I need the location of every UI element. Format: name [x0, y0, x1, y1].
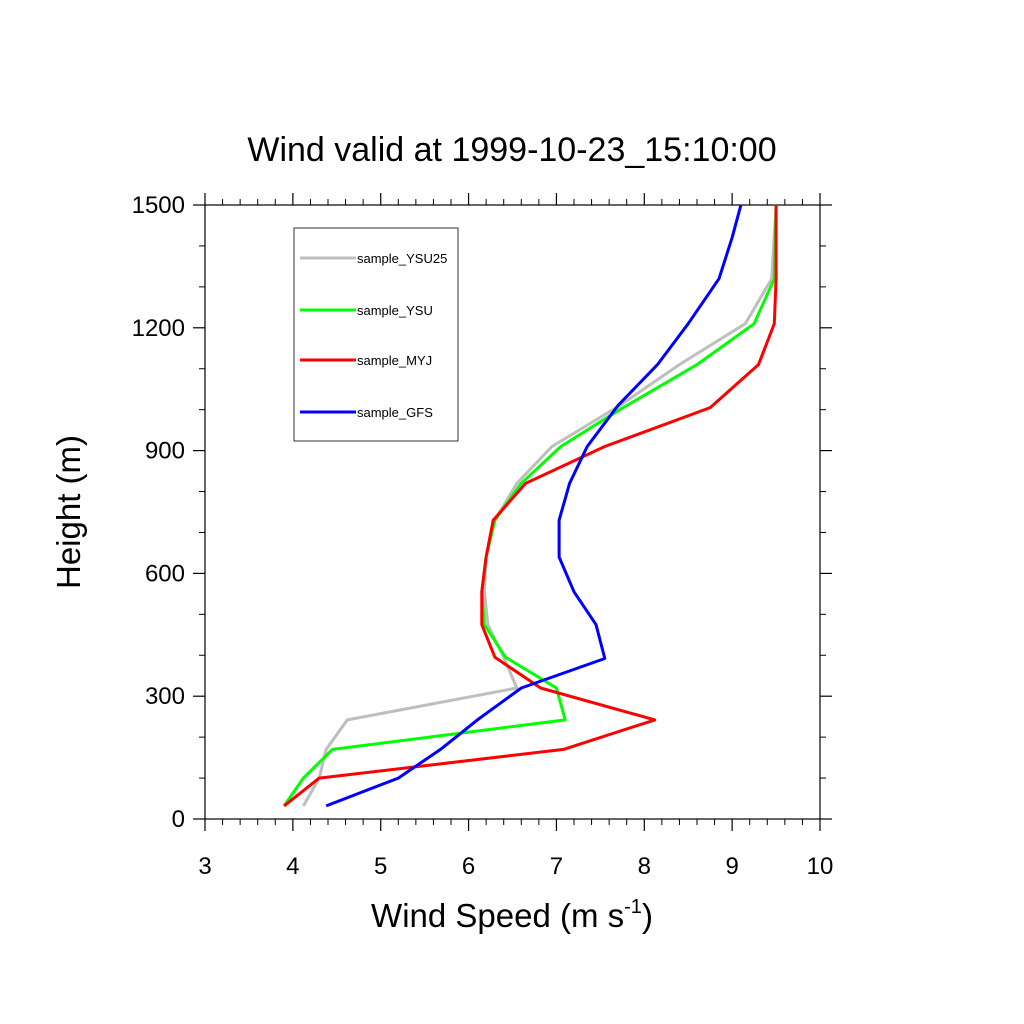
- y-tick-label: 600: [145, 560, 185, 587]
- x-tick-label: 10: [807, 853, 834, 880]
- plot-frame: [204, 204, 821, 820]
- plot-area: [204, 204, 821, 820]
- y-tick-labels: 0 300 600 900 1200 1500: [132, 192, 185, 833]
- x-tick-label: 6: [462, 853, 475, 880]
- major-ticks: [193, 193, 832, 831]
- series-lines: [282, 204, 778, 808]
- y-tick-label: 1500: [132, 192, 185, 219]
- legend-entries: sample_YSU25 sample_YSU sample_MYJ sample_G…: [300, 251, 447, 420]
- y-tick-label: 900: [145, 438, 185, 465]
- minor-ticks: [199, 199, 826, 825]
- y-tick-label: 300: [145, 683, 185, 710]
- x-tick-label: 8: [638, 853, 651, 880]
- x-axis-label-close: ): [642, 897, 653, 934]
- x-tick-label: 3: [198, 853, 211, 880]
- series-line-sample_MYJ: [283, 205, 778, 808]
- x-tick-label: 9: [725, 853, 738, 880]
- x-axis-label-superscript: -1: [624, 896, 642, 918]
- x-tick-labels: 3 4 5 6 7 8 9 10: [198, 853, 833, 880]
- y-axis-label: Height (m): [50, 435, 87, 589]
- legend-label: sample_YSU25: [357, 251, 447, 266]
- x-tick-label: 4: [286, 853, 299, 880]
- x-tick-label: 7: [550, 853, 563, 880]
- legend-label: sample_GFS: [357, 405, 433, 420]
- legend-box: [293, 227, 459, 442]
- x-tick-label: 5: [374, 853, 387, 880]
- legend-label: sample_YSU: [357, 303, 433, 318]
- series-line-sample_GFS: [325, 204, 743, 808]
- y-tick-label: 0: [172, 806, 185, 833]
- x-axis-label-main: Wind Speed (m s: [371, 897, 624, 934]
- legend: sample_YSU25 sample_YSU sample_MYJ sample_G…: [293, 227, 459, 442]
- legend-label: sample_MYJ: [357, 353, 432, 368]
- chart-title: Wind valid at 1999-10-23_15:10:00: [247, 131, 776, 169]
- x-axis-label: Wind Speed (m s-1): [371, 896, 653, 934]
- y-tick-label: 1200: [132, 315, 185, 342]
